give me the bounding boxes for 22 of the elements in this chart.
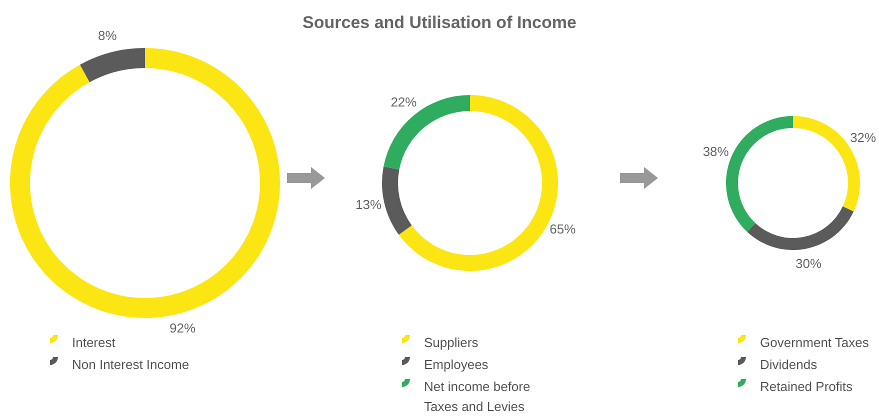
- donut-slice: [384, 95, 470, 170]
- donut-slice: [382, 166, 412, 235]
- data-label: 30%: [796, 256, 822, 271]
- donut-slice: [80, 48, 145, 82]
- data-label: 38%: [702, 144, 730, 159]
- donut-slice: [10, 48, 280, 318]
- legend-label: Non Interest Income: [72, 357, 190, 372]
- data-label: 13%: [355, 197, 382, 212]
- donut-slice: [747, 206, 854, 250]
- legend-label: Suppliers: [424, 335, 479, 350]
- data-label: 32%: [850, 130, 877, 145]
- data-label: 22%: [390, 94, 418, 110]
- legend-label: Dividends: [760, 357, 818, 372]
- legend-label: Employees: [424, 357, 489, 372]
- data-label: 65%: [550, 222, 576, 237]
- legend-label: Retained Profits: [760, 379, 853, 394]
- legend-label: Net income before Taxes and Levies: [424, 379, 530, 414]
- legend-label: Interest: [72, 335, 116, 350]
- data-label: 8%: [98, 28, 118, 44]
- legend-label: Government Taxes: [760, 335, 870, 350]
- data-label: 92%: [170, 320, 196, 336]
- text: Sources and Utilisation of Income: [302, 13, 576, 32]
